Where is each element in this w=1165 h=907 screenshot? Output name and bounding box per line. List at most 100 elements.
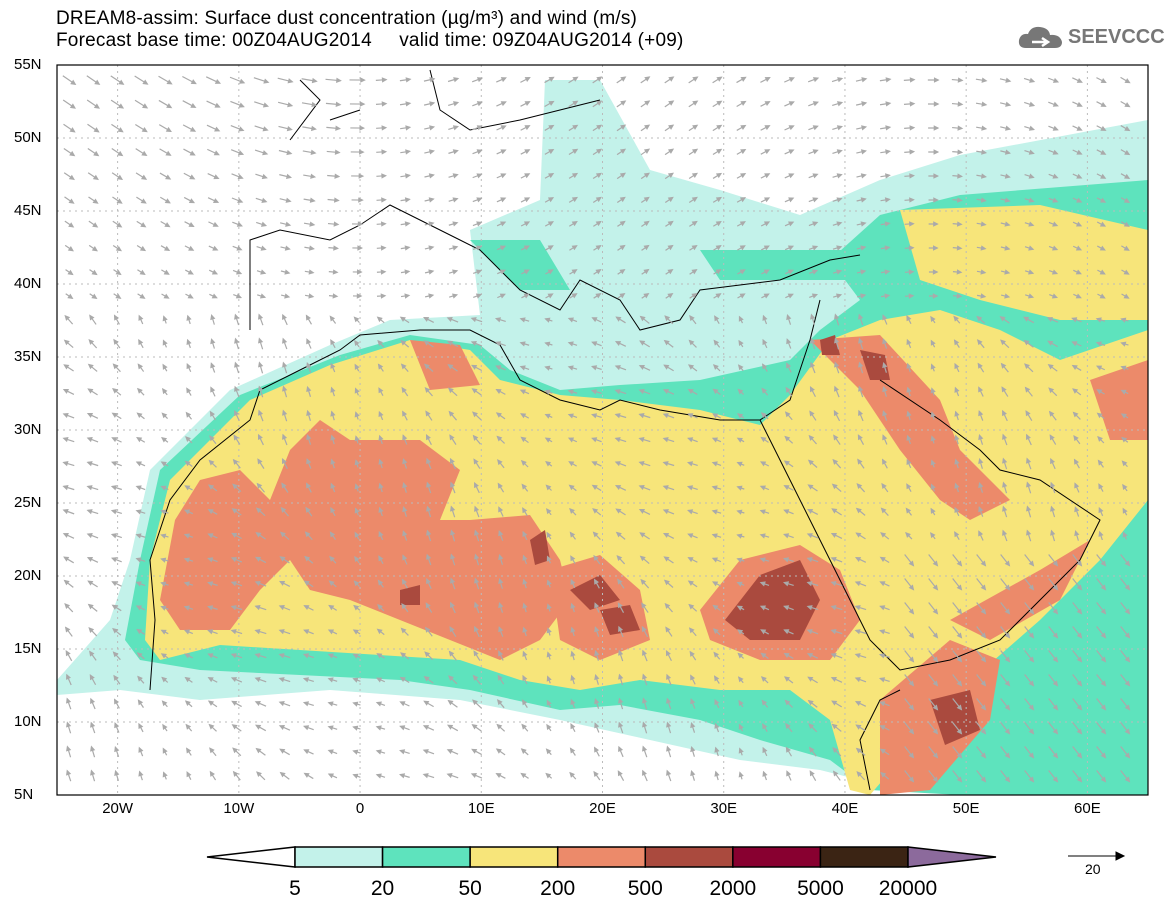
wind-arrow: [472, 197, 483, 203]
wind-arrow: [737, 652, 744, 659]
wind-arrow: [930, 411, 936, 420]
wind-arrow: [1096, 125, 1107, 131]
wind-arrow: [425, 434, 432, 446]
wind-arrow: [519, 365, 530, 371]
wind-arrow: [378, 530, 384, 541]
wind-arrow: [927, 77, 940, 83]
wind-arrow: [1048, 554, 1059, 567]
wind-arrow: [399, 701, 410, 707]
wind-arrow: [1072, 245, 1083, 251]
wind-arrow: [928, 269, 939, 275]
wind-arrow: [207, 677, 218, 683]
wind-arrow: [640, 148, 651, 156]
wind-arrow: [640, 172, 650, 180]
wind-arrow: [591, 461, 602, 467]
wind-arrow: [1002, 481, 1008, 494]
wind-arrow: [736, 148, 747, 155]
wind-arrow: [785, 293, 794, 299]
wind-arrow: [665, 268, 674, 275]
colorbar: [206, 846, 997, 868]
wind-arrow: [906, 434, 912, 445]
wind-arrow: [1120, 413, 1129, 419]
wind-arrow: [254, 581, 267, 587]
wind-arrow: [520, 772, 529, 779]
wind-arrow: [326, 149, 341, 155]
wind-arrow: [882, 314, 888, 325]
wind-arrow: [209, 747, 217, 757]
wind-arrow: [1048, 698, 1059, 711]
wind-arrow: [999, 316, 1010, 324]
wind-arrow: [230, 605, 243, 611]
wind-arrow: [1048, 245, 1059, 251]
wind-arrow: [906, 338, 912, 349]
wind-arrow: [88, 627, 98, 637]
wind-arrow: [808, 434, 817, 445]
wind-arrow: [880, 269, 891, 275]
wind-arrow: [1122, 483, 1128, 492]
wind-arrow: [184, 653, 193, 659]
wind-arrow: [135, 123, 148, 133]
wind-arrow: [111, 557, 122, 563]
wind-arrow: [930, 507, 936, 516]
wind-arrow: [111, 412, 122, 420]
wind-arrow: [952, 626, 963, 639]
wind-arrow: [711, 509, 722, 515]
wind-arrow: [231, 724, 242, 732]
wind-arrow: [1048, 746, 1059, 759]
wind-arrow: [640, 124, 651, 132]
wind-arrow: [736, 461, 745, 467]
wind-arrow: [759, 509, 770, 515]
wind-arrow: [354, 459, 360, 468]
wind-arrow: [90, 769, 96, 782]
wind-arrow: [688, 603, 698, 612]
wind-arrow: [231, 700, 242, 708]
wind-arrow: [1072, 746, 1083, 759]
wind-arrow: [303, 772, 314, 780]
wind-arrow: [1048, 626, 1059, 639]
wind-arrow: [86, 533, 99, 539]
wind-arrow: [977, 362, 985, 373]
wind-arrow: [522, 530, 528, 541]
wind-arrow: [254, 629, 267, 635]
wind-arrow: [110, 509, 122, 515]
wind-arrow: [90, 721, 96, 734]
wind-arrow: [135, 557, 146, 563]
wind-arrow: [472, 149, 483, 155]
wind-arrow: [1048, 650, 1059, 663]
wind-arrow: [206, 124, 221, 132]
wind-arrow: [711, 437, 722, 443]
wind-arrow: [352, 269, 363, 275]
wind-arrow: [303, 725, 314, 731]
wind-arrow: [855, 507, 866, 516]
wind-arrow: [569, 507, 577, 516]
wind-arrow: [592, 172, 603, 180]
wind-arrow: [113, 338, 121, 349]
wind-arrow: [736, 437, 745, 443]
wind-arrow: [62, 533, 75, 539]
wind-arrow: [832, 458, 842, 469]
wind-arrow: [302, 701, 314, 707]
wind-arrow: [1026, 481, 1032, 494]
wind-arrow: [976, 125, 988, 131]
wind-arrow: [544, 76, 555, 84]
wind-arrow: [569, 245, 578, 251]
wind-arrow: [1096, 746, 1107, 759]
wind-arrow: [832, 747, 842, 757]
wind-arrow: [495, 341, 506, 347]
wind-arrow: [1000, 149, 1011, 155]
wind-arrow: [713, 269, 722, 275]
wind-arrow: [1096, 554, 1107, 567]
wind-arrow: [423, 675, 434, 684]
wind-arrow: [306, 361, 312, 373]
wind-arrow: [134, 99, 149, 109]
wind-arrow: [546, 508, 552, 516]
wind-arrow: [688, 76, 699, 84]
wind-arrow: [207, 533, 218, 539]
lat-label: 15N: [14, 640, 42, 657]
wind-arrow: [615, 508, 626, 516]
wind-arrow: [832, 269, 843, 275]
wind-arrow: [738, 747, 744, 756]
wind-arrow: [281, 482, 289, 493]
wind-arrow: [1096, 149, 1107, 155]
wind-arrow: [1072, 411, 1081, 420]
